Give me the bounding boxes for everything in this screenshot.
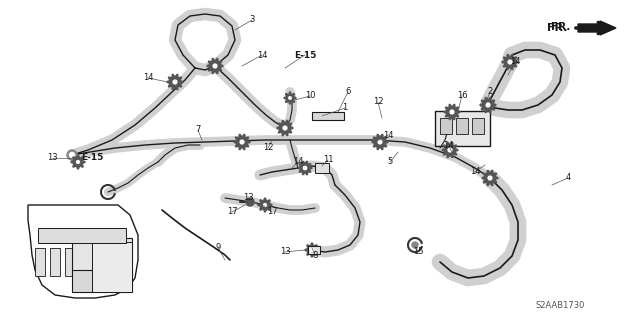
- Text: E-15: E-15: [294, 50, 316, 60]
- Text: 12: 12: [263, 144, 273, 152]
- Text: 17: 17: [227, 207, 237, 217]
- Text: 5: 5: [387, 158, 392, 167]
- Polygon shape: [277, 120, 293, 136]
- Text: 14: 14: [443, 140, 453, 150]
- Text: 2: 2: [488, 87, 493, 97]
- Text: 3: 3: [250, 16, 255, 25]
- Text: E-15: E-15: [81, 153, 103, 162]
- Text: 8: 8: [312, 250, 317, 259]
- Text: 14: 14: [143, 73, 153, 83]
- Polygon shape: [488, 176, 492, 180]
- Polygon shape: [167, 74, 183, 90]
- Polygon shape: [303, 166, 307, 170]
- Text: 11: 11: [323, 155, 333, 165]
- Bar: [440, 118, 452, 134]
- Polygon shape: [207, 58, 223, 74]
- Polygon shape: [234, 134, 250, 150]
- Polygon shape: [310, 249, 314, 251]
- Polygon shape: [482, 170, 498, 186]
- Text: 1: 1: [342, 103, 348, 113]
- Circle shape: [412, 242, 418, 248]
- Text: 6: 6: [346, 87, 351, 97]
- Bar: [35, 248, 45, 276]
- Polygon shape: [450, 110, 454, 114]
- Polygon shape: [486, 103, 490, 107]
- Bar: [315, 163, 329, 173]
- Text: 17: 17: [267, 207, 277, 217]
- Text: 7: 7: [195, 125, 201, 135]
- Text: 10: 10: [305, 92, 316, 100]
- Text: 16: 16: [457, 91, 467, 100]
- Polygon shape: [378, 140, 382, 144]
- Text: 13: 13: [47, 153, 58, 162]
- Polygon shape: [289, 97, 291, 99]
- Polygon shape: [372, 134, 388, 150]
- Text: 13: 13: [280, 248, 291, 256]
- Bar: [38, 228, 126, 243]
- Polygon shape: [444, 104, 460, 120]
- Bar: [456, 118, 468, 134]
- Bar: [72, 238, 132, 276]
- Polygon shape: [258, 198, 272, 212]
- Circle shape: [246, 198, 254, 206]
- Text: FR.: FR.: [547, 23, 568, 33]
- Circle shape: [70, 152, 74, 158]
- Text: 15: 15: [413, 248, 423, 256]
- Bar: [435, 111, 490, 146]
- Polygon shape: [173, 80, 177, 84]
- Bar: [92, 242, 132, 292]
- Bar: [80, 248, 90, 276]
- Text: 14: 14: [257, 50, 268, 60]
- Polygon shape: [305, 243, 319, 257]
- Text: 12: 12: [372, 98, 383, 107]
- Text: 9: 9: [216, 243, 221, 253]
- Bar: [50, 248, 60, 276]
- Bar: [308, 246, 320, 254]
- Polygon shape: [480, 97, 496, 113]
- Polygon shape: [284, 92, 296, 104]
- Polygon shape: [71, 155, 85, 169]
- Text: FR.: FR.: [550, 22, 570, 32]
- Polygon shape: [213, 64, 217, 68]
- Text: 13: 13: [243, 194, 253, 203]
- Text: 14: 14: [509, 57, 520, 66]
- Polygon shape: [77, 160, 79, 163]
- Bar: [65, 248, 75, 276]
- Bar: [472, 118, 484, 134]
- Bar: [312, 112, 344, 120]
- Polygon shape: [298, 161, 312, 175]
- Text: 4: 4: [565, 174, 571, 182]
- Polygon shape: [448, 148, 452, 152]
- Polygon shape: [264, 204, 266, 206]
- FancyArrow shape: [578, 21, 616, 35]
- Text: 14: 14: [470, 167, 480, 176]
- Bar: [72, 270, 132, 292]
- Polygon shape: [502, 54, 518, 70]
- Polygon shape: [508, 60, 512, 64]
- Polygon shape: [240, 140, 244, 144]
- Circle shape: [67, 150, 77, 160]
- Polygon shape: [442, 142, 458, 158]
- Text: 14: 14: [383, 130, 393, 139]
- Text: 14: 14: [292, 158, 303, 167]
- Text: S2AAB1730: S2AAB1730: [535, 300, 585, 309]
- Polygon shape: [283, 126, 287, 130]
